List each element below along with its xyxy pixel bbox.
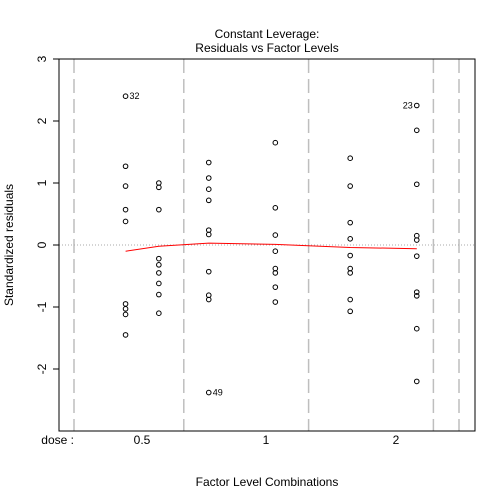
point-label: 49 bbox=[213, 388, 223, 398]
data-point bbox=[156, 184, 162, 191]
data-point bbox=[272, 284, 279, 290]
y-tick-label: 0 bbox=[35, 241, 49, 248]
x-tick-label: 0.5 bbox=[134, 433, 151, 447]
data-point bbox=[156, 280, 162, 287]
data-point bbox=[347, 296, 354, 303]
y-tick-label: 3 bbox=[35, 55, 49, 62]
smooth-layer bbox=[125, 242, 417, 252]
data-point bbox=[205, 159, 212, 166]
data-point bbox=[156, 291, 162, 298]
data-point bbox=[413, 127, 420, 134]
data-point bbox=[413, 237, 420, 243]
grid-layer bbox=[59, 59, 475, 431]
data-point bbox=[347, 155, 354, 161]
data-point bbox=[413, 181, 420, 188]
data-point bbox=[413, 102, 420, 109]
y-tick-label: 1 bbox=[35, 179, 49, 186]
point-layer bbox=[122, 93, 420, 396]
smooth-line bbox=[125, 242, 417, 252]
data-point bbox=[156, 270, 162, 276]
data-point bbox=[347, 219, 354, 226]
data-point bbox=[122, 311, 129, 318]
data-point bbox=[156, 206, 162, 213]
point-label-layer: 32 49 23 bbox=[130, 91, 413, 397]
data-point bbox=[347, 308, 354, 315]
data-point bbox=[272, 248, 279, 254]
data-point bbox=[347, 270, 354, 276]
data-point bbox=[347, 236, 354, 242]
data-point bbox=[122, 301, 129, 307]
chart-title-line1: Constant Leverage: bbox=[215, 27, 320, 41]
data-point bbox=[272, 232, 279, 238]
point-label: 23 bbox=[403, 101, 413, 111]
data-point bbox=[205, 197, 212, 204]
factor-label: dose : bbox=[41, 433, 74, 447]
y-axis-label: Standardized residuals bbox=[2, 184, 16, 306]
data-point bbox=[413, 293, 420, 299]
data-point bbox=[205, 296, 212, 303]
data-point bbox=[272, 139, 279, 146]
axis-layer: -2 -1 0 1 2 3 0.5 1 2 bbox=[35, 55, 400, 447]
data-point bbox=[122, 163, 129, 170]
data-point bbox=[413, 289, 420, 295]
data-point bbox=[347, 252, 354, 259]
data-point bbox=[156, 255, 162, 262]
y-tick-label: 2 bbox=[35, 117, 49, 124]
x-tick-label: 1 bbox=[263, 433, 270, 447]
data-point bbox=[413, 325, 420, 332]
data-point bbox=[122, 183, 129, 189]
data-point bbox=[156, 262, 162, 268]
data-point bbox=[205, 231, 212, 238]
x-axis-label: Factor Level Combinations bbox=[196, 475, 339, 489]
data-point bbox=[122, 218, 129, 225]
data-point bbox=[205, 268, 212, 275]
data-point bbox=[122, 306, 129, 312]
data-point bbox=[347, 183, 354, 189]
data-point bbox=[272, 205, 279, 211]
y-tick-label: -2 bbox=[35, 363, 49, 374]
data-point bbox=[122, 93, 129, 99]
data-point bbox=[413, 253, 420, 259]
x-tick-label: 2 bbox=[393, 433, 400, 447]
data-point bbox=[205, 186, 212, 192]
y-tick-label: -1 bbox=[35, 301, 49, 312]
point-label: 32 bbox=[130, 91, 140, 101]
data-point bbox=[205, 175, 212, 181]
data-point bbox=[205, 389, 212, 396]
chart-title-line2: Residuals vs Factor Levels bbox=[195, 41, 338, 55]
data-point bbox=[272, 270, 279, 276]
data-point bbox=[122, 206, 129, 213]
plot-frame bbox=[58, 58, 476, 432]
data-point bbox=[413, 378, 420, 385]
data-point bbox=[272, 299, 279, 305]
data-point bbox=[122, 332, 129, 338]
data-point bbox=[156, 310, 162, 317]
